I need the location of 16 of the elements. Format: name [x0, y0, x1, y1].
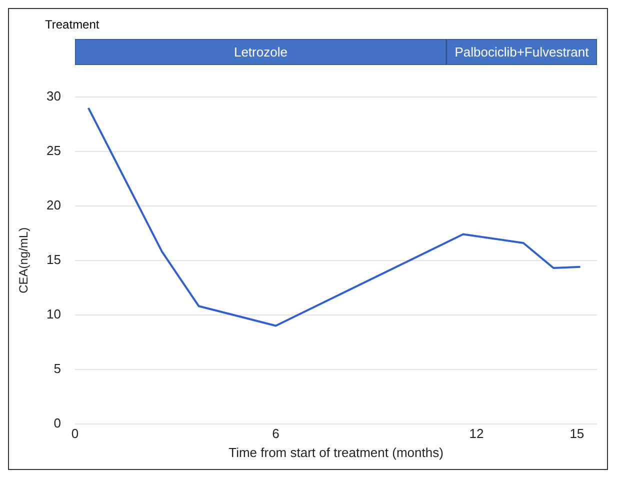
x-axis-title: Time from start of treatment (months)	[228, 444, 444, 460]
y-tick-label: 20	[46, 198, 61, 213]
x-tick-label: 12	[469, 426, 484, 442]
y-tick-label: 0	[54, 415, 61, 430]
y-tick-label: 5	[54, 360, 61, 376]
chart-title: Treatment	[45, 17, 100, 32]
x-tick-label: 0	[71, 426, 79, 442]
y-tick-label: 10	[46, 306, 61, 322]
x-tick-label: 15	[570, 426, 584, 442]
y-tick-label: 30	[46, 88, 61, 104]
y-tick-label: 15	[46, 252, 61, 267]
y-tick-label: 25	[46, 143, 61, 158]
series-label: Letrozole	[234, 44, 288, 60]
series-label: Palbociclib+Fulvestrant	[454, 44, 590, 60]
x-tick-label: 6	[272, 426, 280, 442]
y-axis-title: CEA(ng/mL)	[16, 227, 31, 294]
